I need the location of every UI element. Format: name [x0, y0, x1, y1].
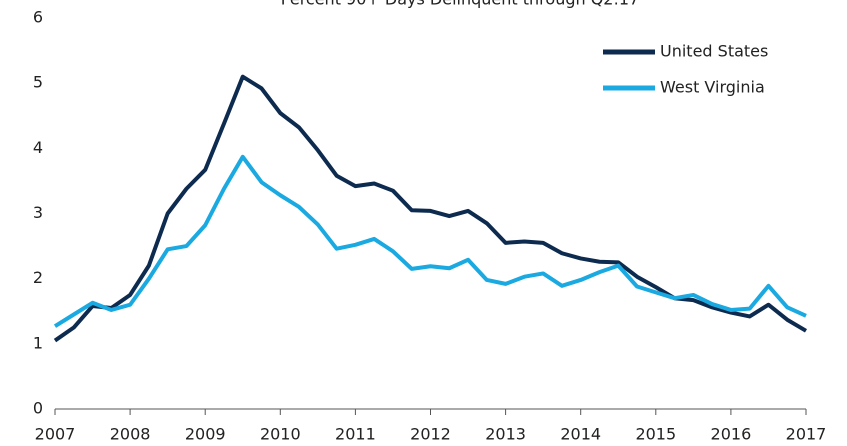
y-tick-label: 6	[33, 8, 43, 27]
series-line	[53, 154, 807, 328]
y-tick-label: 5	[33, 73, 43, 92]
y-tick-label: 0	[33, 399, 43, 418]
x-tick-label: 2014	[560, 425, 601, 444]
y-tick-label: 2	[33, 268, 43, 287]
series-line	[53, 74, 808, 343]
x-tick-label: 2012	[410, 425, 451, 444]
legend-label: West Virginia	[660, 78, 765, 97]
x-tick-label: 2015	[635, 425, 676, 444]
legend-label: United States	[660, 42, 768, 61]
y-tick-label: 1	[33, 333, 43, 352]
x-tick-label: 2009	[185, 425, 226, 444]
x-tick-label: 2017	[786, 425, 827, 444]
x-tick-label: 2007	[35, 425, 76, 444]
y-tick-label: 4	[33, 138, 43, 157]
x-tick-label: 2008	[110, 425, 151, 444]
y-tick-label: 3	[33, 203, 43, 222]
chart-title: Percent 90+ Days Delinquent through Q2:1…	[281, 0, 639, 9]
x-tick-label: 2010	[260, 425, 301, 444]
x-tick-label: 2011	[335, 425, 376, 444]
x-tick-label: 2013	[485, 425, 526, 444]
x-tick-label: 2016	[711, 425, 752, 444]
